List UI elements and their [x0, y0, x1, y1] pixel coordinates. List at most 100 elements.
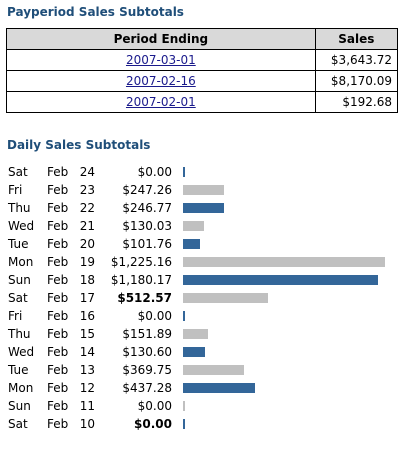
- daily-row: Sun Feb 11 $0.00: [0, 397, 406, 415]
- daily-row: Sun Feb 18 $1,180.17: [0, 271, 406, 289]
- daily-row: Wed Feb 14 $130.60: [0, 343, 406, 361]
- day-number: 23: [79, 183, 95, 197]
- daily-amount: $1,180.17: [110, 273, 172, 287]
- month: Feb: [47, 219, 69, 233]
- day-of-week: Sun: [8, 273, 31, 287]
- sales-bar: [183, 185, 224, 195]
- daily-row: Sat Feb 24 $0.00: [0, 163, 406, 181]
- sales-bar: [183, 257, 385, 267]
- period-link[interactable]: 2007-03-01: [125, 53, 196, 67]
- daily-amount: $369.75: [122, 363, 172, 377]
- day-number: 13: [79, 363, 95, 377]
- daily-row: Fri Feb 23 $247.26: [0, 181, 406, 199]
- day-of-week: Sat: [8, 165, 28, 179]
- daily-row: Fri Feb 16 $0.00: [0, 307, 406, 325]
- day-number: 21: [79, 219, 95, 233]
- daily-amount: $101.76: [122, 237, 172, 251]
- day-of-week: Mon: [8, 255, 34, 269]
- day-number: 18: [79, 273, 95, 287]
- month: Feb: [47, 327, 69, 341]
- day-number: 15: [79, 327, 95, 341]
- sales-bar: [183, 203, 224, 213]
- day-of-week: Sat: [8, 291, 28, 305]
- sales-bar: [183, 383, 255, 393]
- day-of-week: Sun: [8, 399, 31, 413]
- sales-bar: [183, 311, 185, 321]
- payperiod-table: Period Ending Sales 2007-03-01 $3,643.72…: [6, 28, 399, 113]
- sales-bar: [183, 419, 185, 429]
- daily-row: Mon Feb 19 $1,225.16: [0, 253, 406, 271]
- day-number: 20: [79, 237, 95, 251]
- daily-amount: $0.00: [137, 309, 172, 323]
- day-number: 17: [79, 291, 95, 305]
- sales-bar: [183, 365, 244, 375]
- day-number: 10: [79, 417, 95, 431]
- daily-sales-list: Sat Feb 24 $0.00 Fri Feb 23 $247.26 Thu Feb 22 $246…: [0, 163, 406, 433]
- month: Feb: [47, 345, 69, 359]
- daily-title: Daily Sales Subtotals: [7, 138, 151, 152]
- day-number: 14: [79, 345, 95, 359]
- month: Feb: [47, 237, 69, 251]
- day-of-week: Thu: [8, 327, 31, 341]
- daily-row: Sat Feb 17 $512.57: [0, 289, 406, 307]
- table-header-row: Period Ending Sales: [6, 28, 399, 50]
- daily-row: Thu Feb 22 $246.77: [0, 199, 406, 217]
- day-of-week: Sat: [8, 417, 28, 431]
- sales-bar: [183, 167, 185, 177]
- month: Feb: [47, 309, 69, 323]
- month: Feb: [47, 201, 69, 215]
- sales-bar: [183, 275, 378, 285]
- day-number: 24: [79, 165, 95, 179]
- sales-bar: [183, 347, 205, 357]
- month: Feb: [47, 381, 69, 395]
- sales-value: $192.68: [314, 91, 399, 113]
- day-number: 11: [79, 399, 95, 413]
- sales-bar: [183, 239, 200, 249]
- sales-bar: [183, 329, 208, 339]
- day-number: 12: [79, 381, 95, 395]
- sales-bar: [183, 293, 268, 303]
- day-number: 16: [79, 309, 95, 323]
- sales-bar: [183, 401, 185, 411]
- day-of-week: Tue: [8, 363, 29, 377]
- daily-amount: $130.60: [122, 345, 172, 359]
- day-of-week: Wed: [8, 219, 35, 233]
- month: Feb: [47, 273, 69, 287]
- day-of-week: Thu: [8, 201, 31, 215]
- daily-amount: $130.03: [122, 219, 172, 233]
- month: Feb: [47, 183, 69, 197]
- daily-amount: $437.28: [122, 381, 172, 395]
- sales-header: Sales: [314, 28, 399, 50]
- daily-row: Wed Feb 21 $130.03: [0, 217, 406, 235]
- sales-value: $8,170.09: [314, 70, 399, 92]
- daily-row: Mon Feb 12 $437.28: [0, 379, 406, 397]
- day-of-week: Wed: [8, 345, 35, 359]
- month: Feb: [47, 291, 69, 305]
- daily-amount: $0.00: [137, 399, 172, 413]
- daily-amount: $0.00: [134, 417, 172, 431]
- daily-amount: $247.26: [122, 183, 172, 197]
- table-row: 2007-02-01 $192.68: [6, 91, 399, 113]
- sales-value: $3,643.72: [314, 49, 399, 71]
- period-ending-header: Period Ending: [6, 28, 316, 50]
- table-row: 2007-03-01 $3,643.72: [6, 49, 399, 71]
- day-number: 22: [79, 201, 95, 215]
- day-number: 19: [79, 255, 95, 269]
- day-of-week: Mon: [8, 381, 34, 395]
- daily-row: Thu Feb 15 $151.89: [0, 325, 406, 343]
- period-link[interactable]: 2007-02-16: [125, 74, 196, 88]
- daily-amount: $0.00: [137, 165, 172, 179]
- table-row: 2007-02-16 $8,170.09: [6, 70, 399, 92]
- day-of-week: Fri: [8, 309, 23, 323]
- daily-row: Tue Feb 13 $369.75: [0, 361, 406, 379]
- month: Feb: [47, 363, 69, 377]
- day-of-week: Fri: [8, 183, 23, 197]
- period-link[interactable]: 2007-02-01: [125, 95, 196, 109]
- month: Feb: [47, 417, 69, 431]
- month: Feb: [47, 399, 69, 413]
- daily-row: Sat Feb 10 $0.00: [0, 415, 406, 433]
- daily-row: Tue Feb 20 $101.76: [0, 235, 406, 253]
- daily-amount: $246.77: [122, 201, 172, 215]
- month: Feb: [47, 165, 69, 179]
- payperiod-title: Payperiod Sales Subtotals: [7, 5, 184, 19]
